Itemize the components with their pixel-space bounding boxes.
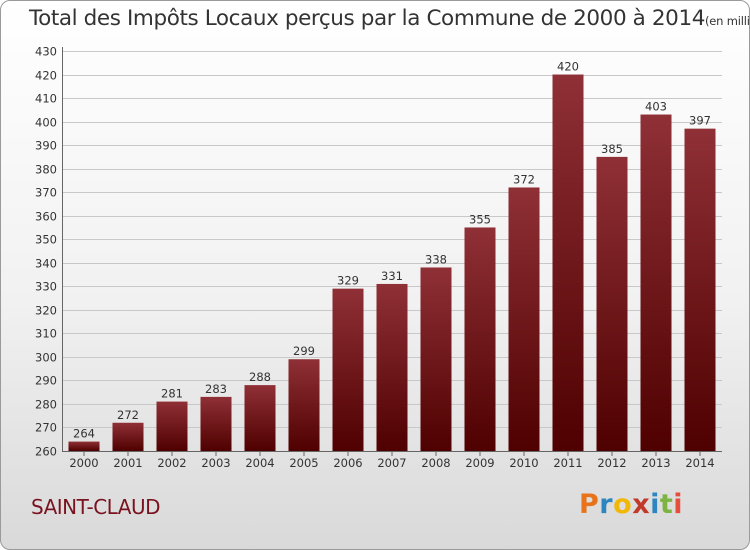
x-tick-label: 2006 bbox=[333, 456, 362, 470]
bar bbox=[156, 401, 188, 451]
bar bbox=[464, 227, 496, 451]
y-tick-label: 370 bbox=[35, 186, 57, 200]
data-label: 355 bbox=[469, 212, 491, 226]
y-tick-label: 330 bbox=[35, 280, 57, 294]
data-label: 420 bbox=[557, 60, 579, 74]
y-tick-label: 270 bbox=[35, 421, 57, 435]
data-label: 329 bbox=[337, 274, 359, 288]
bar bbox=[244, 385, 276, 451]
y-tick-label: 430 bbox=[35, 45, 57, 59]
x-tick-label: 2002 bbox=[157, 456, 186, 470]
chart-unit-label: (en milliers d'€) bbox=[705, 14, 750, 28]
chart-title-block: Total des Impôts Locaux perçus par la Co… bbox=[29, 6, 750, 31]
chart-title: Total des Impôts Locaux perçus par la Co… bbox=[29, 6, 705, 31]
logo-letter: P bbox=[579, 489, 600, 520]
x-tick-label: 2007 bbox=[377, 456, 406, 470]
x-tick-label: 2001 bbox=[113, 456, 142, 470]
data-label: 272 bbox=[117, 408, 139, 422]
x-tick-label: 2009 bbox=[465, 456, 494, 470]
logo-letter: i bbox=[673, 489, 684, 520]
logo-letter: r bbox=[599, 489, 614, 520]
bar bbox=[420, 267, 452, 451]
y-tick-label: 300 bbox=[35, 351, 57, 365]
y-tick-label: 410 bbox=[35, 92, 57, 106]
x-tick-label: 2010 bbox=[509, 456, 538, 470]
x-tick-label: 2004 bbox=[245, 456, 274, 470]
data-label: 299 bbox=[293, 344, 315, 358]
y-tick-label: 420 bbox=[35, 69, 57, 83]
data-label: 338 bbox=[425, 252, 447, 266]
x-tick-label: 2011 bbox=[553, 456, 582, 470]
commune-name: SAINT-CLAUD bbox=[31, 495, 161, 519]
x-tick-label: 2013 bbox=[641, 456, 670, 470]
x-tick-label: 2008 bbox=[421, 456, 450, 470]
bar bbox=[200, 396, 232, 451]
x-tick-label: 2003 bbox=[201, 456, 230, 470]
data-label: 283 bbox=[205, 382, 227, 396]
bar bbox=[596, 156, 628, 451]
y-tick-label: 390 bbox=[35, 139, 57, 153]
data-label: 385 bbox=[601, 142, 623, 156]
logo-letter: x bbox=[632, 489, 651, 520]
logo-letter: i bbox=[650, 489, 660, 520]
bar bbox=[376, 283, 408, 451]
y-tick-label: 380 bbox=[35, 163, 57, 177]
y-tick-label: 320 bbox=[35, 304, 57, 318]
x-tick-label: 2005 bbox=[289, 456, 318, 470]
data-label: 397 bbox=[689, 114, 711, 128]
x-tick-label: 2000 bbox=[69, 456, 98, 470]
x-tick-label: 2012 bbox=[597, 456, 626, 470]
bar bbox=[508, 187, 540, 451]
y-tick-label: 290 bbox=[35, 374, 57, 388]
y-tick-label: 310 bbox=[35, 327, 57, 341]
x-tick-label: 2014 bbox=[685, 456, 714, 470]
y-tick-label: 400 bbox=[35, 116, 57, 130]
logo-letter: t bbox=[659, 489, 674, 520]
y-tick-label: 260 bbox=[35, 445, 57, 459]
bar bbox=[68, 441, 100, 451]
bar bbox=[288, 359, 320, 451]
logo-letter: o bbox=[613, 489, 633, 520]
y-tick-label: 350 bbox=[35, 233, 57, 247]
y-tick-label: 340 bbox=[35, 257, 57, 271]
y-tick-label: 280 bbox=[35, 398, 57, 412]
data-label: 372 bbox=[513, 172, 535, 186]
bar bbox=[332, 288, 364, 451]
proxiti-logo: Proxiti bbox=[579, 489, 683, 520]
data-label: 403 bbox=[645, 100, 667, 114]
data-label: 288 bbox=[249, 370, 271, 384]
y-tick-label: 360 bbox=[35, 210, 57, 224]
bar bbox=[684, 128, 716, 451]
data-label: 264 bbox=[73, 427, 95, 441]
bar bbox=[112, 422, 144, 451]
data-label: 281 bbox=[161, 387, 183, 401]
bar bbox=[552, 74, 584, 451]
bar bbox=[640, 114, 672, 451]
data-label: 331 bbox=[381, 269, 403, 283]
